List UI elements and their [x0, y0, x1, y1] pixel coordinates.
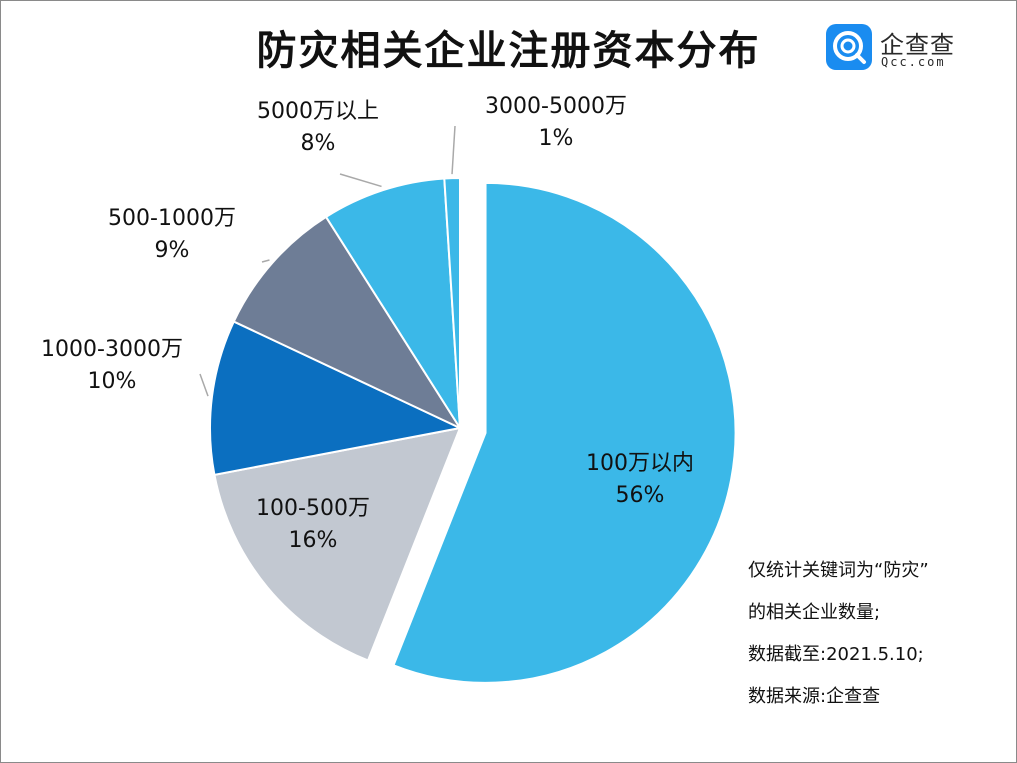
logo-domain: Qcc.com	[881, 55, 946, 69]
leader-line	[451, 125, 456, 175]
slice-percent-label: 10%	[88, 369, 137, 394]
slice-percent-label: 9%	[155, 238, 190, 263]
leader-line	[339, 173, 382, 188]
footnote-line: 的相关企业数量;	[748, 602, 881, 623]
slice-percent-label: 8%	[301, 131, 336, 156]
slice-percent-label: 56%	[616, 483, 665, 508]
logo-name: 企查查	[880, 31, 955, 59]
slice-label: 100-500万	[256, 496, 370, 521]
slice-percent-label: 16%	[289, 528, 338, 553]
pie-slice	[443, 176, 461, 429]
pie-slice	[232, 215, 463, 431]
slice-label: 500-1000万	[108, 206, 236, 231]
slice-label: 3000-5000万	[485, 94, 627, 119]
footnote-line: 数据来源:企查查	[748, 686, 881, 707]
footnote-line: 仅统计关键词为“防灾”	[748, 560, 929, 581]
slice-percent-label: 1%	[539, 126, 574, 151]
brand-logo: 企查查 Qcc.com	[826, 24, 978, 72]
leader-line	[261, 259, 270, 263]
slice-label: 100万以内	[586, 451, 694, 476]
pie-slice	[209, 320, 464, 477]
pie-slice	[392, 181, 737, 684]
pie-slice	[213, 426, 462, 662]
leader-line	[199, 373, 209, 397]
slice-label: 1000-3000万	[41, 337, 183, 362]
chart-title: 防灾相关企业注册资本分布	[256, 28, 761, 74]
footnote: 仅统计关键词为“防灾” 的相关企业数量; 数据截至:2021.5.10; 数据来…	[748, 560, 929, 728]
slice-label: 5000万以上	[257, 99, 379, 124]
pie-slice	[324, 177, 461, 429]
footnote-line: 数据截至:2021.5.10;	[748, 644, 924, 665]
qcc-logo-icon	[826, 24, 872, 70]
